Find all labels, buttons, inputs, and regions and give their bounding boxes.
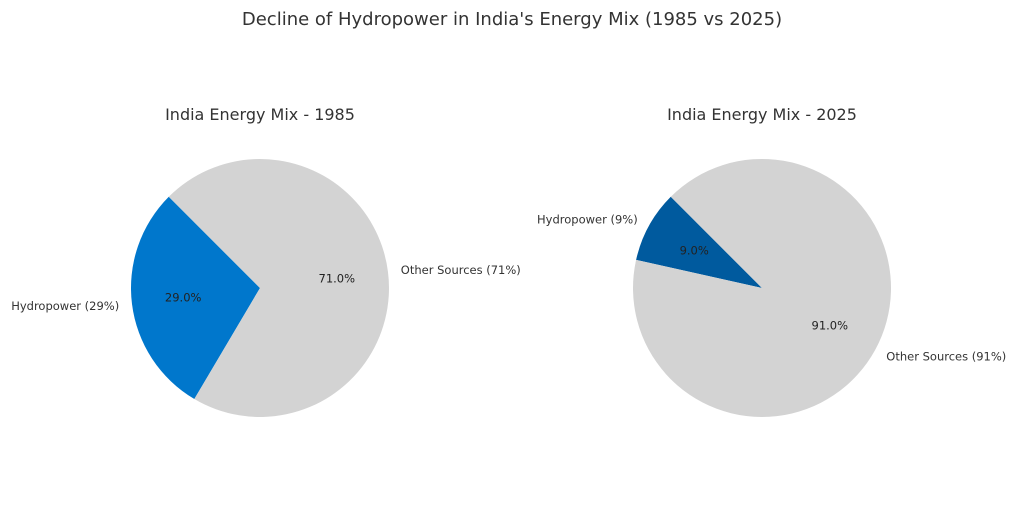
pie-slice-1985-other-sources [168, 159, 389, 418]
pie-chart-2025: India Energy Mix - 2025 Hydropower (9%) 9… [537, 105, 1006, 417]
pie-title-2025: India Energy Mix - 2025 [667, 105, 857, 124]
pie-title-1985: India Energy Mix - 1985 [165, 105, 355, 124]
pie-category-label-2025-other-sources: Other Sources (91%) [886, 349, 1006, 363]
pie-pct-label-2025-other-sources: 91.0% [812, 318, 849, 332]
pie-category-label-1985-hydropower: Hydropower (29%) [11, 299, 119, 313]
pie-chart-1985: India Energy Mix - 1985 Hydropower (29%)… [11, 105, 521, 418]
pie-slice-1985-hydropower [130, 196, 260, 400]
pie-category-label-1985-other-sources: Other Sources (71%) [401, 263, 521, 277]
figure-title: Decline of Hydropower in India's Energy … [242, 9, 782, 30]
pie-pct-label-1985-other-sources: 71.0% [319, 271, 356, 285]
pie-pct-label-2025-hydropower: 9.0% [680, 244, 709, 258]
pie-category-label-2025-hydropower: Hydropower (9%) [537, 213, 638, 227]
pie-slice-2025-other-sources [633, 158, 892, 417]
pie-pct-label-1985-hydropower: 29.0% [165, 291, 202, 305]
pie-slice-2025-hydropower [636, 196, 762, 288]
